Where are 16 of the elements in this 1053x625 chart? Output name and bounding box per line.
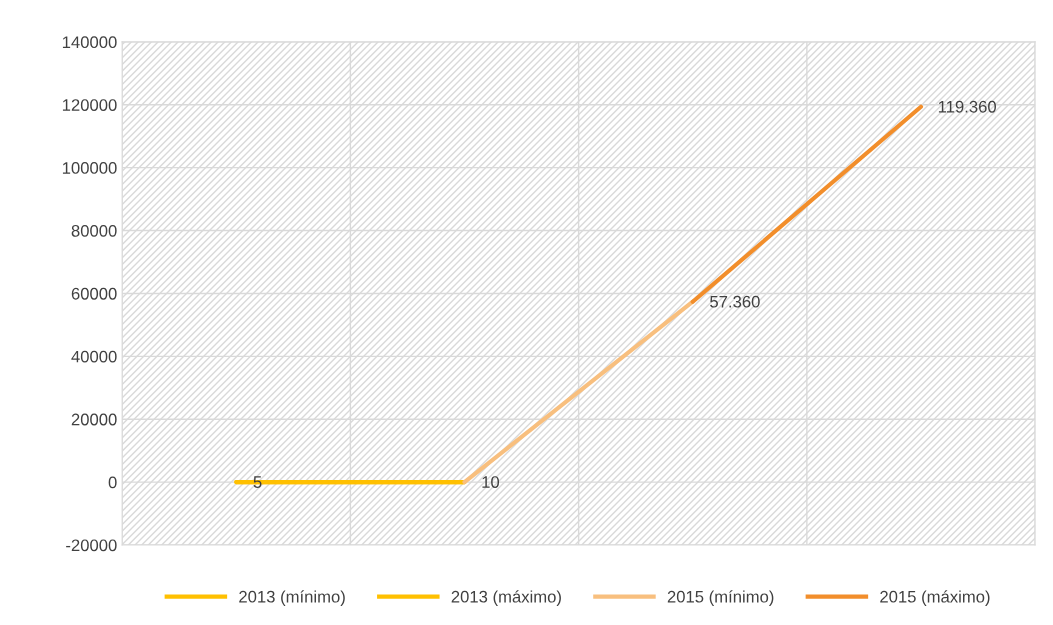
- y-tick-label: 0: [108, 476, 117, 489]
- y-tick-label: 100000: [62, 162, 117, 174]
- data-label: 57.360: [710, 295, 760, 308]
- y-tick-label: 60000: [71, 287, 117, 300]
- y-tick-label: 40000: [71, 350, 117, 363]
- y-tick-label: 140000: [62, 36, 117, 49]
- legend-label: 2015 (máximo): [880, 590, 990, 606]
- legend-label: 2015 (mínimo): [667, 590, 774, 606]
- y-tick-label: 80000: [71, 224, 117, 237]
- data-label: 10: [482, 476, 500, 488]
- data-label: 119.360: [938, 100, 997, 113]
- legend-label: 2013 (máximo): [451, 590, 561, 606]
- legend-label: 2013 (mínimo): [239, 590, 345, 606]
- y-tick-label: -20000: [66, 539, 117, 552]
- y-tick-label: 20000: [71, 413, 117, 426]
- y-tick-label: 120000: [62, 99, 117, 111]
